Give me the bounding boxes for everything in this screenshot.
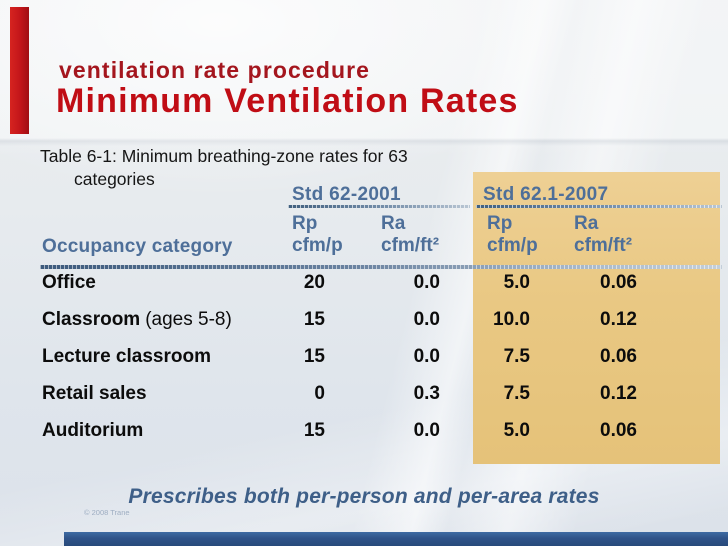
value-cell: 15 [303,346,325,367]
col-unit: cfm/p [292,235,343,256]
col-unit: cfm/p [487,235,538,256]
slide-title: Minimum Ventilation Rates [56,82,519,120]
value-cell: 0.12 [600,309,637,330]
slide-kicker: ventilation rate procedure [59,57,371,83]
highlight-panel-std-62-1-2007 [473,172,720,464]
value-cell: 5.0 [503,272,530,293]
table-caption-line1: Table 6-1: Minimum breathing-zone rates … [40,146,408,166]
category-cell: Retail sales [42,383,147,404]
table-row-lecture-classroom: Lecture classroom 15 0.0 7.5 0.06 [0,346,728,368]
value-cell: 0.0 [413,420,440,441]
col-symbol: Rp [292,213,318,234]
col-header-ra-2007: Ra cfm/ft² [574,213,632,257]
value-cell: 7.5 [503,383,530,404]
value-cell: 0.12 [600,383,637,404]
value-cell: 0.0 [413,309,440,330]
table-row-auditorium: Auditorium 15 0.0 5.0 0.06 [0,420,728,442]
col-symbol: Rp [487,213,513,234]
table-header-rule [40,265,722,269]
footer-note: Prescribes both per-person and per-area … [128,485,600,508]
table-row-office: Office 20 0.0 5.0 0.06 [0,272,728,294]
category-cell: Auditorium [42,420,144,441]
value-cell: 10.0 [493,309,530,330]
value-cell: 0.06 [600,346,637,367]
value-cell: 0.3 [413,383,440,404]
value-cell: 15 [303,420,325,441]
col-header-rp-2007: Rp cfm/p [487,213,538,257]
col-header-ra-2001: Ra cfm/ft² [381,213,439,257]
table-row-retail-sales: Retail sales 0 0.3 7.5 0.12 [0,383,728,405]
value-cell: 0 [314,383,325,404]
category-cell: Lecture classroom [42,346,211,367]
col-symbol: Ra [574,213,599,234]
col-header-rp-2001: Rp cfm/p [292,213,343,257]
value-cell: 20 [303,272,325,293]
category-cell: Classroom (ages 5-8) [42,309,232,330]
occupancy-category-header: Occupancy category [42,236,233,257]
copyright-text: © 2008 Trane [84,508,130,517]
category-cell: Office [42,272,96,293]
value-cell: 0.0 [413,346,440,367]
red-bookmark-ribbon [10,7,29,134]
header-rule-std-62-2001 [288,205,470,208]
table-row-classroom: Classroom (ages 5-8) 15 0.0 10.0 0.12 [0,309,728,331]
header-rule-std-62-1-2007 [476,205,722,208]
value-cell: 15 [303,309,325,330]
bottom-progress-bar [64,532,728,546]
column-group-std-62-2001: Std 62-2001 [292,184,401,205]
col-unit: cfm/ft² [574,235,633,256]
column-group-std-62-1-2007: Std 62.1-2007 [483,184,609,205]
col-unit: cfm/ft² [381,235,440,256]
value-cell: 7.5 [503,346,530,367]
value-cell: 0.06 [600,420,637,441]
col-symbol: Ra [381,213,406,234]
value-cell: 0.06 [600,272,637,293]
value-cell: 5.0 [503,420,530,441]
value-cell: 0.0 [413,272,440,293]
table-caption-line2: categories [74,169,155,189]
